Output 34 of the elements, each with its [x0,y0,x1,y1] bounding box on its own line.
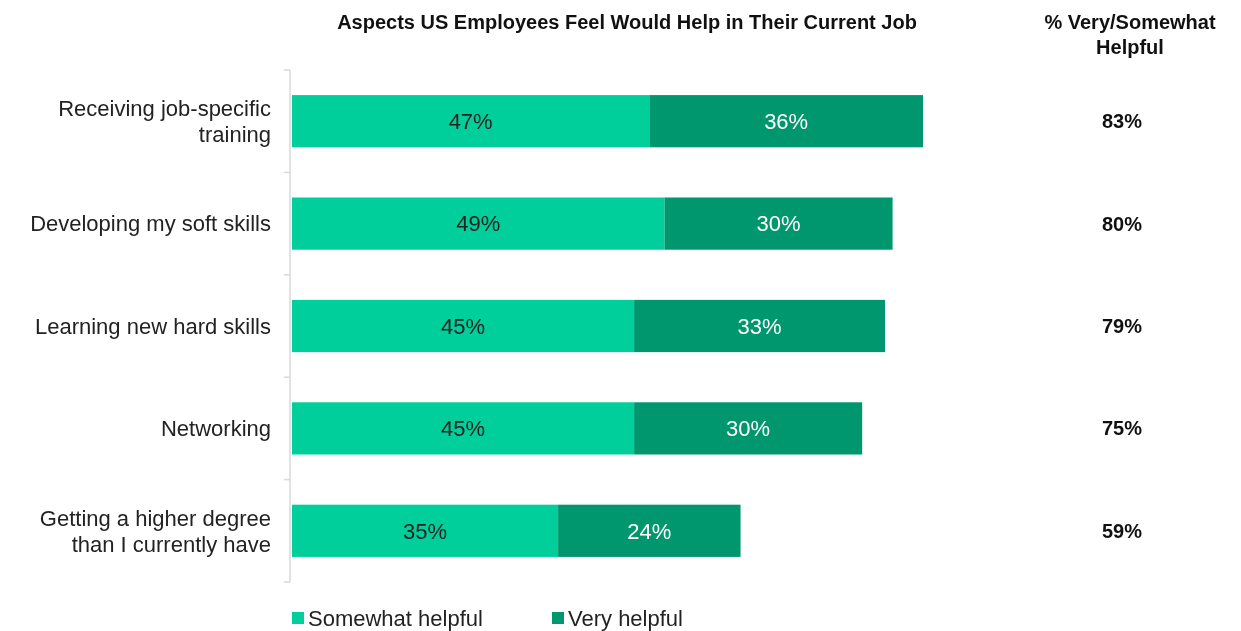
text: 83% [1101,110,1143,133]
text: 79% [1101,315,1143,337]
bar [292,402,635,455]
data-label: 30% [756,211,801,237]
data-label: 36% [764,108,809,134]
legend-label: Very helpful [568,605,683,631]
y-tick-label: Learning new hard skills [34,313,271,339]
y-tick-label: Receiving job-specific training [58,95,271,147]
bar [558,504,741,557]
bar [634,402,863,455]
y-tick-label: Developing my soft skills [30,211,271,237]
data-label: 30% [726,416,771,442]
data-label: 45% [441,313,486,339]
bar [292,197,665,250]
data-label: 33% [737,313,782,339]
data-label: 47% [448,108,493,134]
bar [649,95,923,148]
bar [664,197,893,250]
data-label: 35% [403,518,448,544]
data-label: 24% [627,518,672,544]
bar [292,95,650,148]
text: 80% [1101,212,1143,235]
text: 59% [1101,519,1143,542]
legend-label: Somewhat helpful [308,605,483,631]
bar [634,299,885,353]
data-label: 49% [456,211,501,237]
y-tick-label: Networking [160,416,271,442]
text: 75% [1101,417,1143,440]
bar [292,504,559,557]
data-label: 45% [441,416,486,442]
bar [292,299,635,353]
y-tick-label: Getting a higher degree than I currently have [39,505,271,557]
chart-title: Aspects US Employees Feel Would Help in Their Current Job [337,11,917,33]
text: % Very/Somewhat Helpful [1044,11,1216,58]
